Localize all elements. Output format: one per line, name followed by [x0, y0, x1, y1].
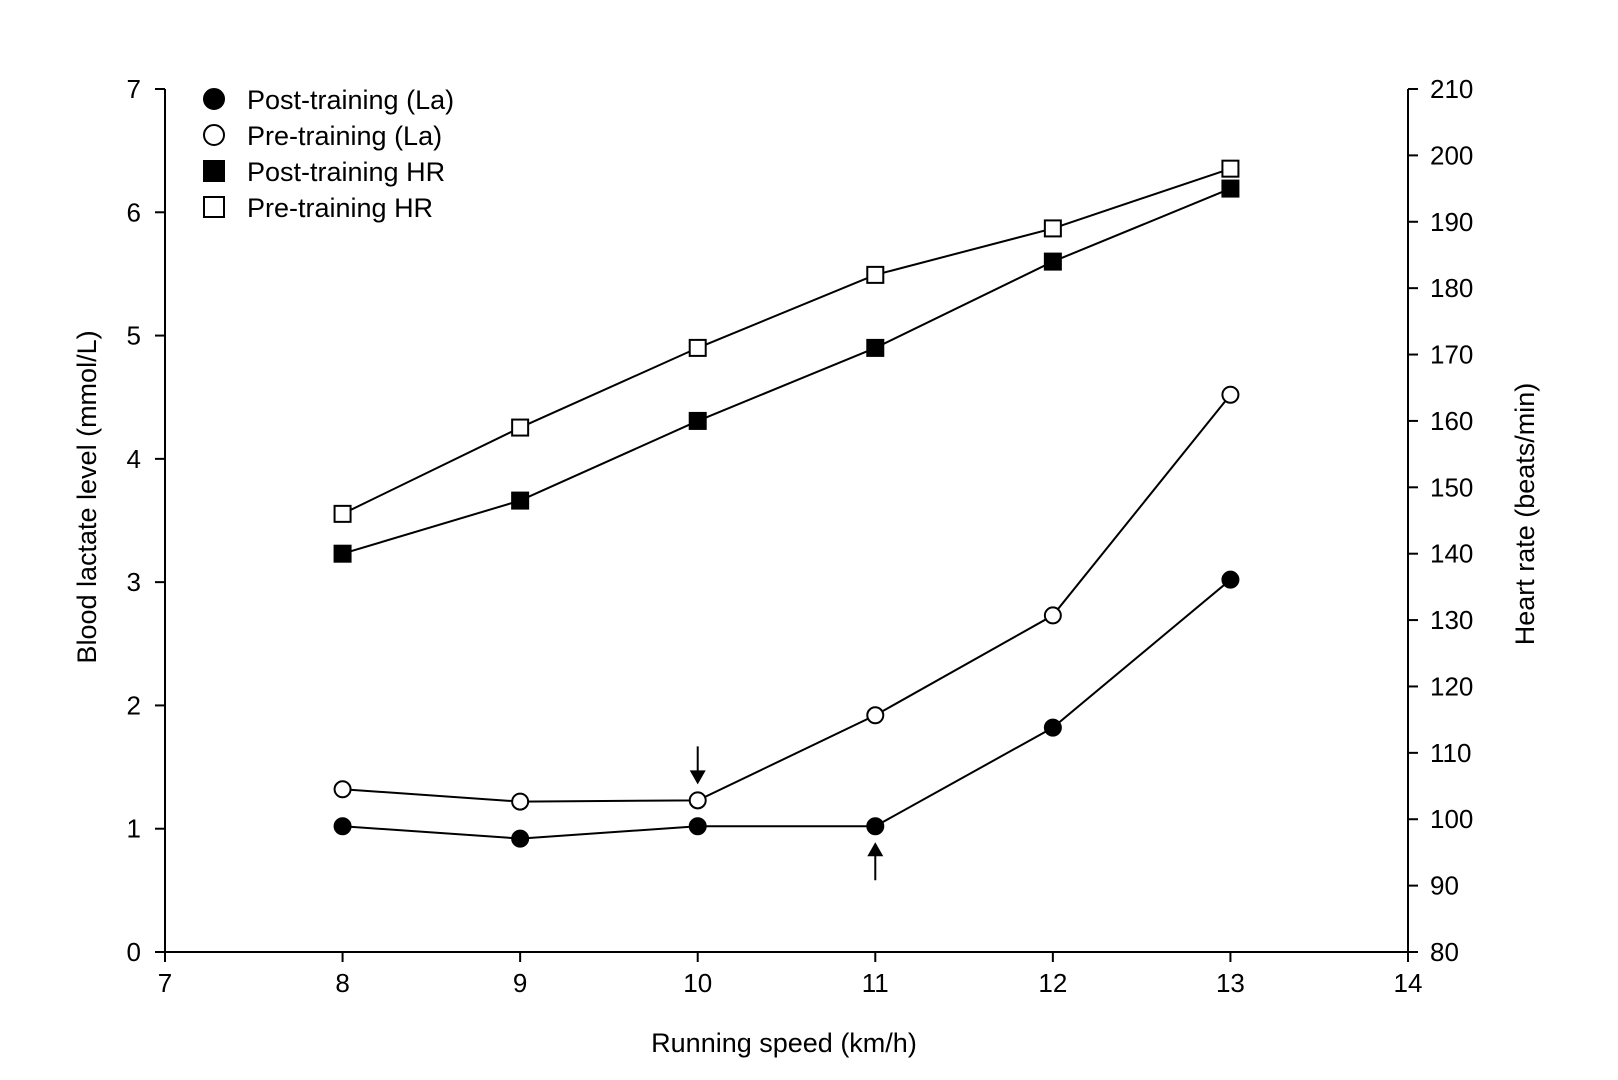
- y2-tick-label: 110: [1430, 738, 1471, 768]
- y-tick-label: 5: [127, 321, 141, 351]
- x-tick-label: 10: [683, 968, 712, 998]
- y2-tick-label: 90: [1430, 871, 1459, 901]
- data-point: [688, 411, 707, 430]
- x-tick-label: 13: [1216, 968, 1245, 998]
- series-lines: [342, 167, 1232, 840]
- data-point: [1221, 159, 1240, 178]
- y-tick-label: 1: [127, 814, 141, 844]
- data-point: [1043, 606, 1062, 625]
- x-tick-label: 8: [335, 968, 349, 998]
- legend: Post-training (La) Pre-training (La) Post-…: [203, 85, 454, 223]
- x-axis-title: Running speed (km/h): [651, 1028, 917, 1058]
- x-tick-label: 11: [862, 968, 889, 998]
- legend-label: Pre-training HR: [247, 193, 433, 223]
- legend-label: Post-training HR: [247, 157, 445, 187]
- data-point: [1221, 385, 1240, 404]
- data-point: [511, 491, 530, 510]
- y-tick-label: 3: [127, 567, 141, 597]
- data-point: [511, 418, 530, 437]
- legend-marker: [203, 160, 225, 182]
- series-line-0: [342, 578, 1232, 840]
- y2-tick-label: 140: [1430, 539, 1473, 569]
- series-line-3: [342, 167, 1231, 515]
- y2-tick-label: 160: [1430, 406, 1473, 436]
- data-point: [1043, 252, 1062, 271]
- y-tick-label: 7: [127, 74, 141, 104]
- x-tick-label: 14: [1394, 968, 1423, 998]
- y2-tick-label: 180: [1430, 273, 1473, 303]
- y2-tick-label: 210: [1430, 74, 1473, 104]
- data-point: [1043, 219, 1062, 238]
- y-tick-label: 6: [127, 197, 141, 227]
- y-tick-label: 2: [127, 690, 141, 720]
- axes: 7 8 9 10 11 12 13 14012345678090100110120130140…: [127, 74, 1474, 998]
- y2-tick-label: 170: [1430, 340, 1473, 370]
- series-line-1: [342, 394, 1232, 803]
- y2-tick-label: 80: [1430, 937, 1459, 967]
- y2-tick-label: 100: [1430, 804, 1473, 834]
- data-point: [333, 544, 352, 563]
- data-point: [688, 791, 707, 810]
- legend-label: Pre-training (La): [247, 121, 442, 151]
- annotations: [689, 746, 884, 881]
- data-point: [866, 265, 885, 284]
- data-point: [1221, 570, 1240, 589]
- y2-tick-label: 190: [1430, 207, 1473, 237]
- arrow-up-head: [867, 842, 884, 857]
- legend-marker: [203, 196, 225, 218]
- y2-tick-label: 200: [1430, 140, 1473, 170]
- data-point: [866, 338, 885, 357]
- data-point: [866, 706, 885, 725]
- y2-tick-label: 120: [1430, 671, 1473, 701]
- y2-tick-label: 130: [1430, 605, 1473, 635]
- data-point: [1221, 179, 1240, 198]
- y-tick-label: 0: [127, 937, 141, 967]
- y-tick-label: 4: [127, 444, 141, 474]
- data-point: [1043, 718, 1062, 737]
- data-point: [866, 817, 885, 836]
- x-tick-label: 9: [513, 968, 527, 998]
- data-point: [333, 817, 352, 836]
- data-point: [333, 780, 352, 799]
- series-line-2: [342, 187, 1231, 555]
- data-point: [688, 817, 707, 836]
- arrow-down-head: [689, 770, 706, 785]
- legend-marker: [203, 88, 225, 110]
- data-point: [333, 504, 352, 523]
- data-point: [511, 792, 530, 811]
- series-markers: [333, 159, 1240, 848]
- x-tick-label: 7: [158, 968, 172, 998]
- data-point: [688, 338, 707, 357]
- y2-tick-label: 150: [1430, 472, 1473, 502]
- y-axis-title: Blood lactate level (mmol/L): [72, 330, 102, 663]
- x-tick-label: 12: [1038, 968, 1067, 998]
- y2-axis-title: Heart rate (beats/min): [1510, 383, 1540, 646]
- legend-marker: [203, 124, 225, 146]
- data-point: [511, 829, 530, 848]
- legend-label: Post-training (La): [247, 85, 454, 115]
